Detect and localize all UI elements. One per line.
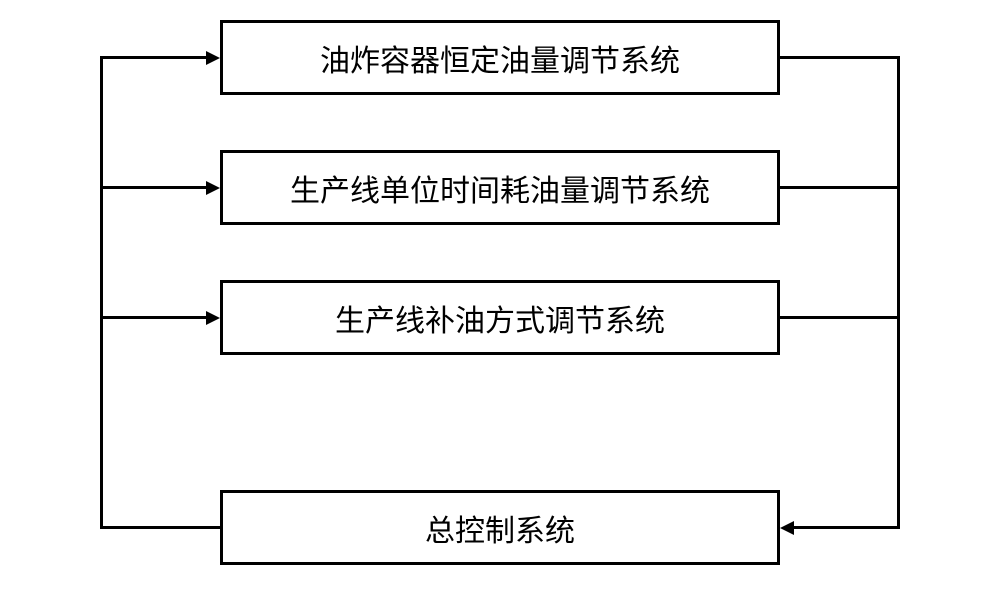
box1-label: 油炸容器恒定油量调节系统 <box>320 36 680 80</box>
box-fryer-oil-regulation: 油炸容器恒定油量调节系统 <box>220 20 780 95</box>
box-oil-replenish-mode: 生产线补油方式调节系统 <box>220 280 780 355</box>
arrow-into-box3 <box>206 311 220 325</box>
connector-right-to-box4 <box>792 526 900 529</box>
connector-right-from-box1 <box>780 56 900 59</box>
connector-left-vertical <box>100 57 103 528</box>
connector-right-from-box3 <box>780 316 900 319</box>
connector-left-to-box1 <box>100 56 208 59</box>
connector-left-to-box2 <box>100 186 208 189</box>
box-master-control: 总控制系统 <box>220 490 780 565</box>
box4-label: 总控制系统 <box>425 506 575 550</box>
connector-left-to-box4 <box>100 526 220 529</box>
box2-label: 生产线单位时间耗油量调节系统 <box>290 166 710 210</box>
arrow-into-box1 <box>206 51 220 65</box>
connector-right-vertical <box>897 57 900 528</box>
box-unit-time-consumption: 生产线单位时间耗油量调节系统 <box>220 150 780 225</box>
connector-right-from-box2 <box>780 186 900 189</box>
connector-left-to-box3 <box>100 316 208 319</box>
arrow-into-box2 <box>206 181 220 195</box>
arrow-into-box4-right <box>780 521 794 535</box>
box3-label: 生产线补油方式调节系统 <box>335 296 665 340</box>
